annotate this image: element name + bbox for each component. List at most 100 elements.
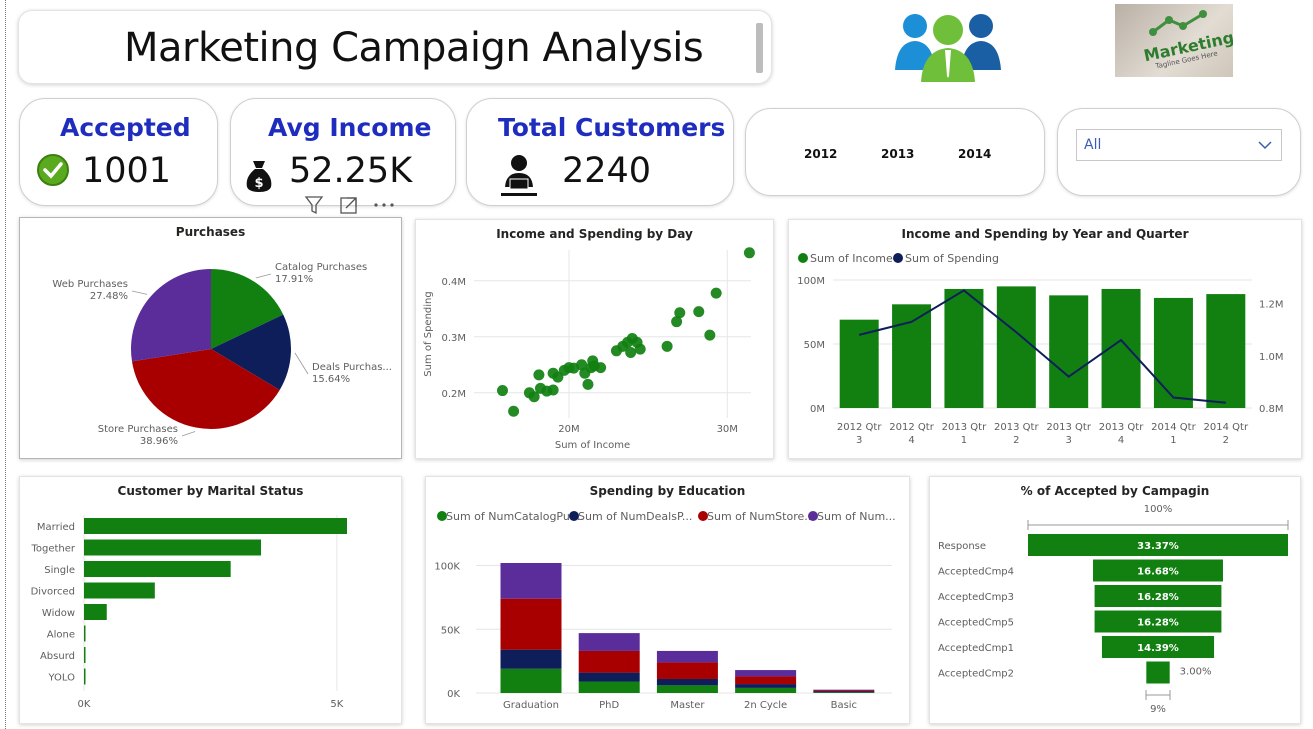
kpi-accepted-value: 1001 bbox=[82, 151, 172, 191]
combo-x-tick-quarter: 4 bbox=[1118, 435, 1124, 446]
combo-income-bar bbox=[1153, 297, 1193, 408]
combo-x-tick-quarter: 3 bbox=[856, 435, 862, 446]
marital-bar-chart: 0K 5K Married Together Single Divorced Widow Al… bbox=[30, 515, 347, 710]
scatter-x-tick: 20M bbox=[558, 424, 579, 435]
scatter-point bbox=[625, 346, 637, 358]
marital-category-label: Absurd bbox=[40, 651, 75, 662]
year-option-2014[interactable]: 2014 bbox=[958, 147, 992, 161]
edu-stack-segment bbox=[735, 670, 797, 677]
marital-bar bbox=[84, 539, 262, 556]
focus-mode-icon[interactable] bbox=[340, 197, 357, 214]
edu-stack-segment bbox=[500, 649, 562, 669]
combo-income-bar bbox=[944, 288, 984, 408]
pie-leader-line bbox=[255, 273, 272, 279]
scatter-y-tick: 0.2M bbox=[441, 389, 466, 400]
combo-income-bar bbox=[1049, 295, 1089, 408]
marital-bar bbox=[84, 582, 155, 599]
combo-chart: Sum of Income Sum of Spending 0M 50M 100M 0.8… bbox=[797, 252, 1284, 446]
dropdown-select[interactable]: All bbox=[1076, 129, 1282, 161]
edu-stack-segment bbox=[813, 690, 875, 692]
pie-slice-label: Deals Purchas... bbox=[312, 362, 392, 373]
marital-card: Customer by Marital Status 0K 5K Married To… bbox=[19, 476, 402, 724]
purchases-pie-card: Purchases Catalog Purchases 17.91% Deals P… bbox=[19, 217, 402, 459]
marital-bar bbox=[84, 647, 86, 663]
year-option-2013[interactable]: 2013 bbox=[881, 147, 915, 161]
scatter-y-tick: 0.3M bbox=[441, 333, 466, 344]
combo-title: Income and Spending by Year and Quarter bbox=[901, 227, 1189, 241]
combo-spending-line bbox=[858, 289, 1226, 404]
scatter-point bbox=[743, 247, 755, 259]
edu-legend-label: Sum of NumCatalogPur... bbox=[446, 510, 584, 523]
scatter-point bbox=[634, 343, 646, 355]
marital-category-label: Single bbox=[44, 565, 75, 576]
filter-icon[interactable] bbox=[304, 196, 324, 215]
scatter-point bbox=[595, 362, 607, 374]
kpi-total-customers-card: Total Customers 2240 bbox=[466, 98, 734, 206]
combo-x-tick: 2013 Qtr bbox=[1046, 422, 1091, 433]
pie-slice bbox=[211, 314, 291, 390]
pie-slice-percent: 38.96% bbox=[140, 436, 178, 447]
scatter-x-axis-label: Sum of Income bbox=[555, 440, 630, 451]
combo-left-tick: 0M bbox=[810, 404, 825, 415]
marital-bar bbox=[84, 518, 347, 534]
funnel-value-label: 16.28% bbox=[1137, 618, 1179, 629]
edu-stack-segment bbox=[813, 691, 875, 693]
scatter-point bbox=[508, 405, 520, 417]
funnel-bar bbox=[1094, 585, 1222, 607]
marital-category-label: Married bbox=[37, 522, 75, 533]
scatter-point bbox=[671, 316, 683, 328]
pie-leader-line bbox=[294, 352, 309, 375]
funnel-stage-label: Response bbox=[938, 541, 986, 552]
edu-stack-segment bbox=[656, 685, 718, 693]
kpi-avg-income-value: 52.25K bbox=[289, 151, 413, 191]
left-guide-line bbox=[5, 0, 6, 729]
combo-left-tick: 100M bbox=[797, 276, 825, 287]
education-title: Spending by Education bbox=[589, 484, 746, 498]
pie-slice bbox=[211, 269, 284, 349]
scatter-card: Income and Spending by Day 20M 30M 0.2M 0.3… bbox=[415, 219, 774, 459]
kpi-accepted-label: Accepted bbox=[60, 113, 191, 142]
scatter-y-axis-label: Sum of Spending bbox=[423, 291, 434, 376]
page-title: Marketing Campaign Analysis bbox=[124, 25, 704, 71]
funnel-title: % of Accepted by Campagin bbox=[1020, 484, 1210, 498]
edu-x-tick: 2n Cycle bbox=[744, 700, 787, 711]
combo-income-bar bbox=[839, 319, 879, 408]
more-options-icon[interactable] bbox=[374, 203, 394, 207]
kpi-total-customers-value: 2240 bbox=[562, 151, 652, 191]
funnel-stage-label: AcceptedCmp5 bbox=[938, 618, 1014, 629]
pie-slice-label: Web Purchases bbox=[52, 279, 128, 290]
funnel-bar bbox=[1101, 636, 1215, 658]
edu-stack-segment bbox=[578, 672, 640, 682]
scatter-y-tick: 0.4M bbox=[441, 277, 466, 288]
title-scrollbar[interactable] bbox=[756, 23, 763, 73]
marital-bar bbox=[84, 625, 86, 642]
kpi-total-customers-label: Total Customers bbox=[498, 113, 726, 142]
combo-left-tick: 50M bbox=[804, 340, 825, 351]
combo-x-tick: 2013 Qtr bbox=[1099, 422, 1144, 433]
chevron-down-icon bbox=[1258, 141, 1272, 150]
combo-x-tick-quarter: 1 bbox=[961, 435, 967, 446]
combo-legend-income-swatch bbox=[798, 253, 808, 263]
combo-legend-spending-swatch bbox=[893, 253, 903, 263]
edu-legend-label: Sum of NumDealsP... bbox=[578, 510, 692, 523]
title-card: Marketing Campaign Analysis bbox=[18, 10, 772, 84]
funnel-value-label: 33.37% bbox=[1137, 541, 1179, 552]
combo-x-tick-quarter: 1 bbox=[1170, 435, 1176, 446]
edu-stack-segment bbox=[656, 662, 718, 679]
year-slicer: 2012 2013 2014 bbox=[745, 108, 1045, 196]
funnel-stage-label: AcceptedCmp4 bbox=[938, 567, 1014, 578]
logo-graph-icon bbox=[1149, 10, 1207, 36]
kpi-avg-income-label: Avg Income bbox=[268, 113, 432, 142]
marital-category-label: Together bbox=[30, 544, 75, 555]
pie-slice-percent: 15.64% bbox=[312, 374, 350, 385]
combo-right-tick: 0.8M bbox=[1259, 404, 1284, 415]
year-option-2012[interactable]: 2012 bbox=[804, 147, 838, 161]
combo-x-tick: 2013 Qtr bbox=[942, 422, 987, 433]
marital-category-label: Alone bbox=[47, 630, 75, 641]
pie-slice-label: Store Purchases bbox=[98, 424, 178, 435]
marital-category-label: Widow bbox=[42, 608, 75, 619]
edu-stack-segment bbox=[578, 681, 640, 693]
edu-legend-swatch bbox=[569, 511, 579, 521]
pie-leader-line bbox=[131, 290, 148, 295]
